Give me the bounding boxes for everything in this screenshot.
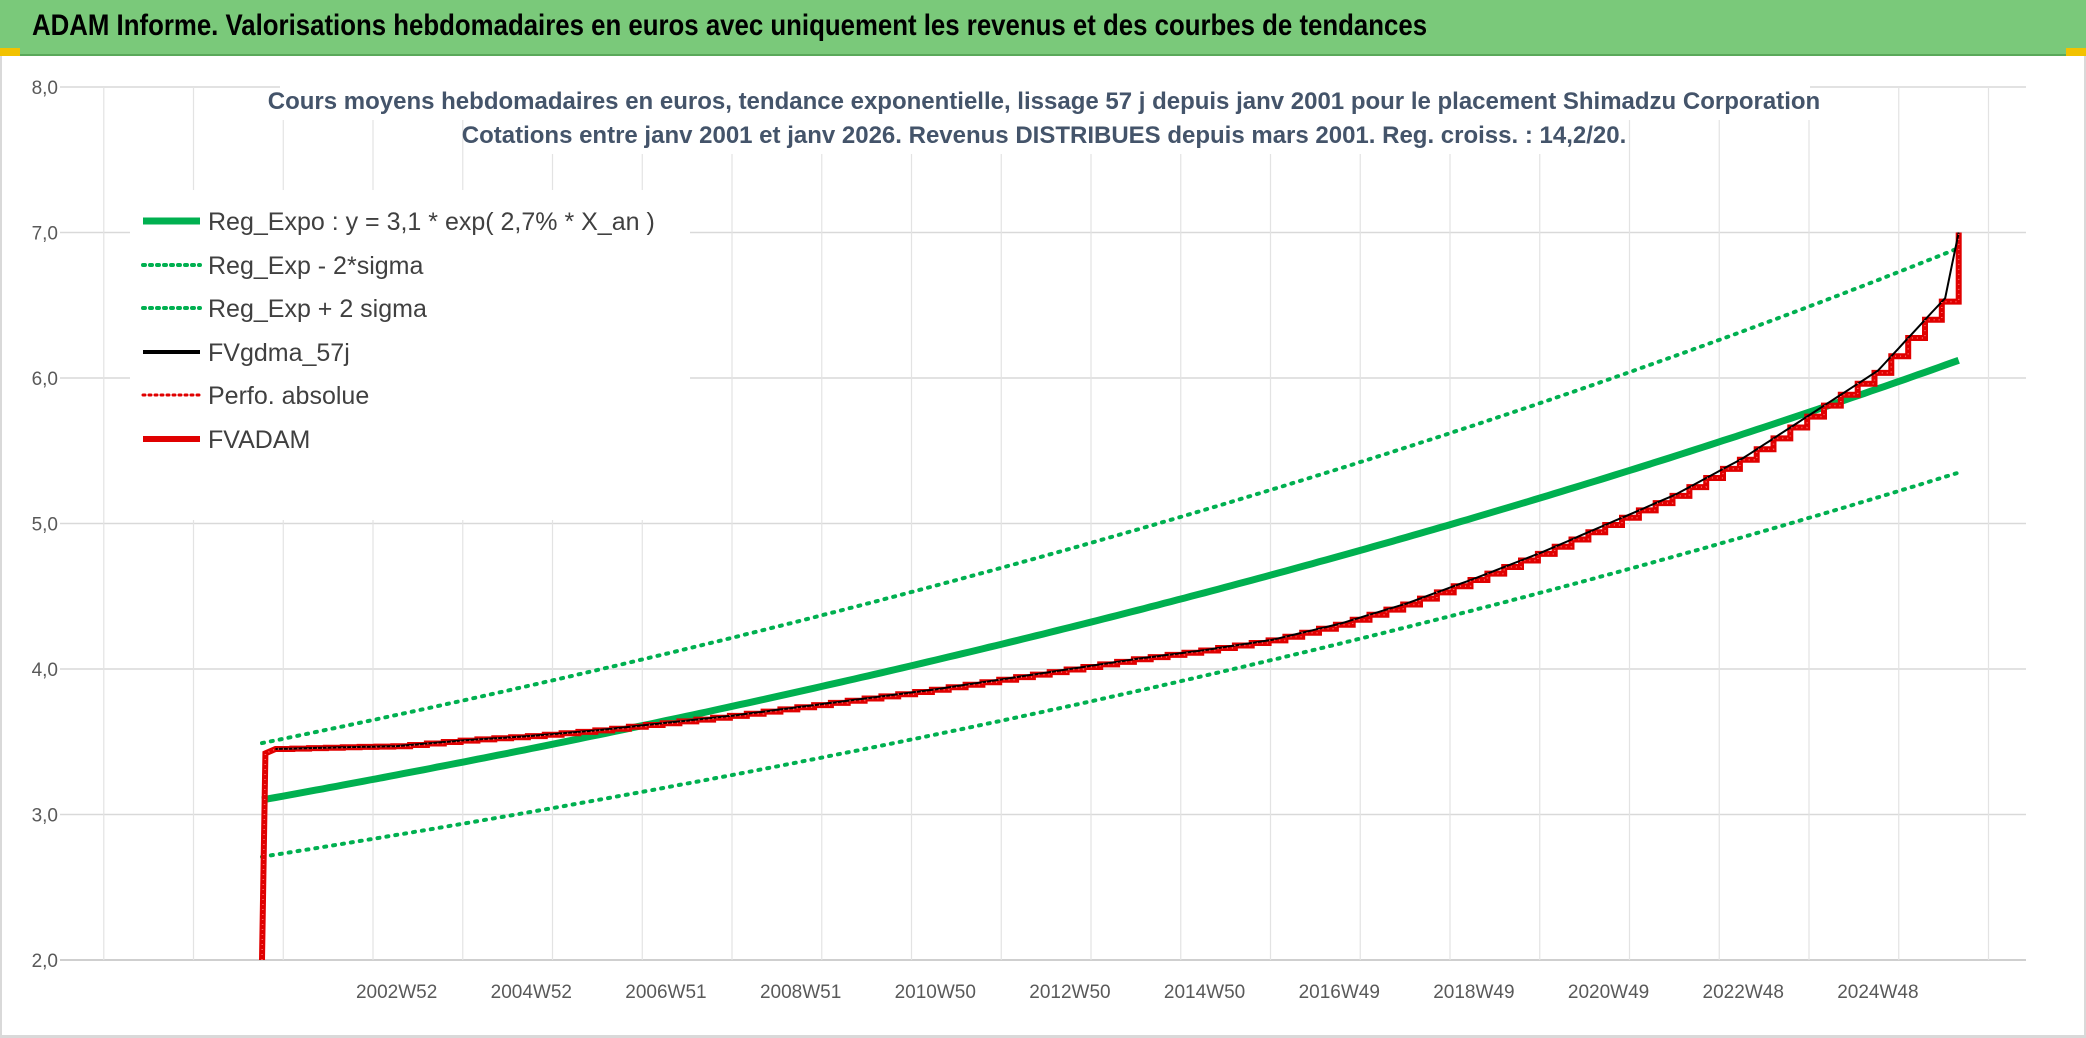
corner-mark-right bbox=[2066, 48, 2086, 56]
x-tick-label: 2020W49 bbox=[1568, 982, 1649, 1003]
x-tick-label: 2012W50 bbox=[1029, 982, 1110, 1003]
y-tick-label: 2,0 bbox=[32, 951, 58, 972]
legend-label-fvgdma: FVgdma_57j bbox=[208, 339, 350, 367]
x-tick-label: 2006W51 bbox=[625, 982, 706, 1003]
report-title: ADAM Informe. Valorisations hebdomadaire… bbox=[32, 9, 1428, 42]
x-tick-label: 2004W52 bbox=[491, 982, 572, 1003]
legend-label-reg-plus: Reg_Exp + 2 sigma bbox=[208, 295, 427, 323]
y-tick-label: 8,0 bbox=[32, 78, 58, 99]
subtitle-background bbox=[470, 118, 1620, 154]
x-tick-label: 2018W49 bbox=[1433, 982, 1514, 1003]
reg-exp-minus-2sigma-line bbox=[260, 470, 1961, 859]
x-tick-label: 2024W48 bbox=[1837, 982, 1918, 1003]
legend-background bbox=[130, 190, 690, 520]
chart-subtitle: Cotations entre janv 2001 et janv 2026. … bbox=[462, 122, 1627, 149]
report-banner: ADAM Informe. Valorisations hebdomadaire… bbox=[0, 0, 2086, 56]
x-tick-label: 2016W49 bbox=[1299, 982, 1380, 1003]
x-axis-ticks: 2002W52 2004W52 2006W51 2008W51 2010W50 2012W… bbox=[356, 982, 1919, 1003]
y-tick-label: 5,0 bbox=[32, 515, 58, 536]
y-tick-label: 7,0 bbox=[32, 224, 58, 245]
reg-exp-plus-2sigma-line bbox=[260, 246, 1961, 746]
y-axis-ticks: 2,0 3,0 4,0 5,0 6,0 7,0 8,0 bbox=[32, 78, 58, 972]
fvgdma-57j-line bbox=[275, 232, 1960, 750]
x-tick-label: 2022W48 bbox=[1703, 982, 1784, 1003]
reg-expo-line bbox=[261, 356, 1960, 804]
y-tick-label: 3,0 bbox=[32, 806, 58, 827]
y-tick-label: 6,0 bbox=[32, 369, 58, 390]
x-tick-label: 2010W50 bbox=[895, 982, 976, 1003]
chart-title: Cours moyens hebdomadaires en euros, ten… bbox=[268, 88, 1820, 115]
legend-label-perfo: Perfo. absolue bbox=[208, 382, 369, 410]
y-tick-label: 4,0 bbox=[32, 660, 58, 681]
chart-frame bbox=[0, 56, 2086, 1038]
chart-series bbox=[259, 232, 1962, 961]
x-tick-label: 2014W50 bbox=[1164, 982, 1245, 1003]
legend-label-fvadam: FVADAM bbox=[208, 426, 310, 454]
x-tick-label: 2002W52 bbox=[356, 982, 437, 1003]
perfo-absolue-line bbox=[261, 232, 1960, 961]
chart-area: 2,0 3,0 4,0 5,0 6,0 7,0 8,0 2002W52 2004W52 2006… bbox=[32, 78, 2026, 1003]
title-background bbox=[280, 82, 1810, 120]
legend: Reg_Expo : y = 3,1 * exp( 2,7% * X_an ) … bbox=[130, 190, 690, 520]
legend-label-reg-minus: Reg_Exp - 2*sigma bbox=[208, 252, 423, 280]
legend-label-reg-expo: Reg_Expo : y = 3,1 * exp( 2,7% * X_an ) bbox=[208, 208, 655, 236]
x-tick-label: 2008W51 bbox=[760, 982, 841, 1003]
corner-mark-left bbox=[0, 48, 20, 56]
